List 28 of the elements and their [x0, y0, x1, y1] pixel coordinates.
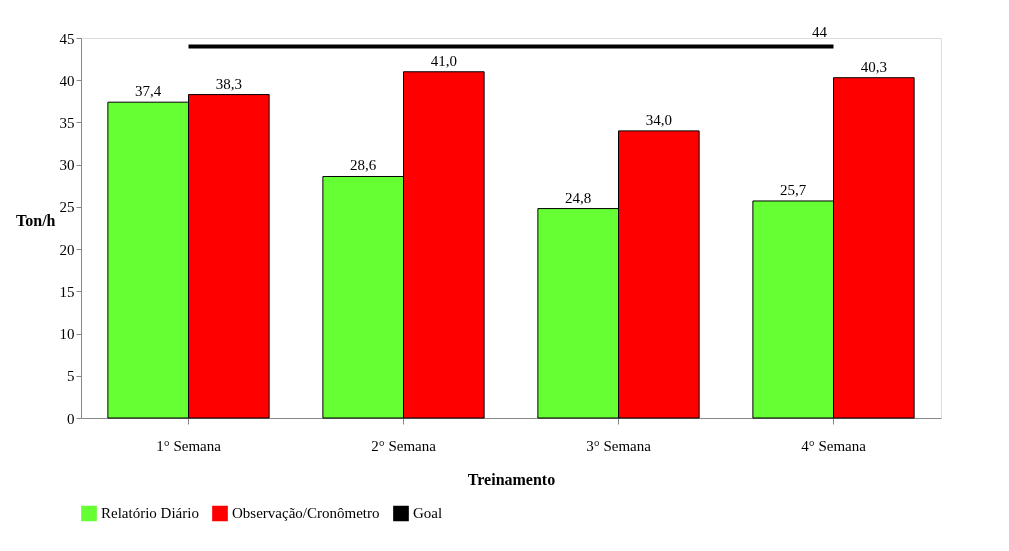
y-tick-label: 15	[59, 283, 75, 300]
y-tick-label: 25	[59, 199, 75, 216]
x-tick-label: 4° Semana	[801, 437, 867, 454]
data-label: 25,7	[780, 181, 807, 198]
x-tick-label: 2° Semana	[371, 437, 437, 454]
y-tick-label: 45	[59, 30, 75, 47]
x-tick-label: 3° Semana	[586, 437, 652, 454]
legend-label: Relatório Diário	[101, 505, 199, 522]
y-tick-label: 20	[59, 241, 75, 258]
data-label: 38,3	[215, 75, 242, 92]
y-tick-label: 0	[67, 410, 75, 427]
legend-label: Observação/Cronômetro	[232, 505, 380, 522]
y-tick-label: 35	[59, 114, 75, 131]
data-label: 24,8	[565, 189, 592, 206]
data-label: 37,4	[135, 83, 162, 100]
data-label: 40,3	[860, 58, 887, 75]
x-axis-title: Treinamento	[467, 470, 556, 488]
data-label: 44	[812, 24, 828, 41]
data-label: 41,0	[430, 52, 457, 69]
data-label: 34,0	[645, 111, 672, 128]
x-tick-label: 1° Semana	[156, 437, 222, 454]
y-tick-label: 5	[67, 368, 75, 385]
legend-label: Goal	[413, 505, 443, 522]
y-tick-label: 40	[59, 72, 75, 89]
y-axis-title: Ton/h	[16, 211, 56, 229]
y-tick-label: 30	[59, 157, 75, 174]
data-label: 28,6	[350, 157, 377, 174]
y-tick-label: 10	[59, 326, 75, 343]
